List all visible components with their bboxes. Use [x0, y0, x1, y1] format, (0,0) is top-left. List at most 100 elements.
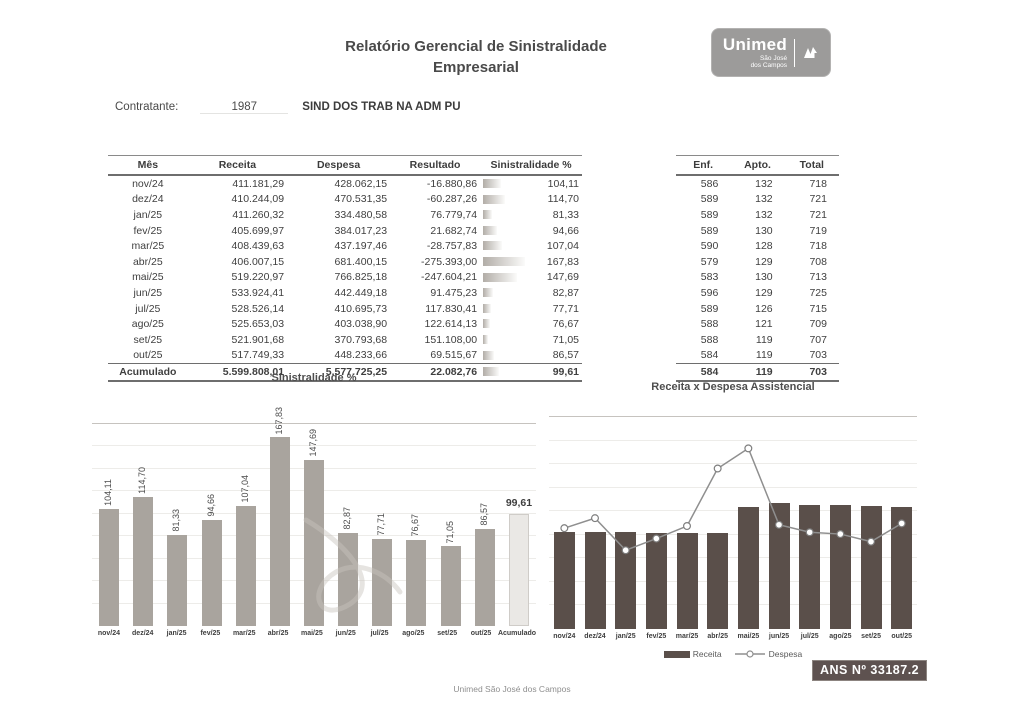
table-row: 586 132 718	[676, 175, 839, 192]
table-cell: fev/25	[133, 224, 163, 237]
table-cell: 119	[730, 363, 785, 382]
table-cell: 411.260,32	[232, 208, 285, 221]
bar-slot	[886, 417, 917, 629]
table-row: 584 119 703	[676, 348, 839, 364]
table-cell: 406.007,15	[231, 255, 285, 268]
table-cell: 721	[809, 193, 827, 206]
table-cell: 528.526,14	[231, 302, 285, 315]
table-cell: 22.082,76	[390, 363, 481, 382]
bar	[167, 534, 188, 626]
table-cell: 589	[700, 193, 719, 206]
gridline	[549, 439, 917, 441]
x-axis-label: abr/25	[707, 633, 728, 640]
table-cell: 122.614,13	[424, 318, 478, 331]
table-cell: abr/25	[132, 255, 163, 268]
bar	[372, 538, 393, 626]
bar-value-label: 94,66	[205, 493, 216, 517]
bar-slot	[794, 417, 825, 629]
table-cell: 69.515,67	[430, 349, 478, 362]
bar-slot: 167,83	[263, 404, 297, 626]
contract-name: SIND DOS TRAB NA ADM PU	[302, 101, 461, 113]
bar-value-label: 167,83	[273, 406, 284, 435]
table-cell: 719	[809, 224, 827, 237]
contract-row: Contratante: 1987 SIND DOS TRAB NA ADM PU	[115, 101, 461, 114]
x-axis-label: out/25	[470, 630, 492, 637]
table-cell: -16.880,86	[426, 177, 478, 190]
table-cell: 586	[700, 177, 719, 190]
bar	[615, 532, 637, 629]
chart-title: Sinistralidade %	[271, 372, 357, 384]
bar-slot	[672, 417, 703, 629]
bar	[508, 513, 529, 626]
table-cell: 410.695,73	[334, 302, 388, 315]
table-cell: 718	[809, 240, 827, 253]
table-cell: 579	[700, 255, 719, 268]
monthly-results-table: Mês Receita Despesa Resultado Sinistralidade…	[108, 155, 582, 382]
x-axis-label: fev/25	[646, 633, 667, 640]
table-cell: 713	[809, 271, 827, 284]
column-header: Total	[784, 155, 839, 176]
table-cell: 21.682,74	[430, 224, 478, 237]
bar-value-label: 86,57	[478, 503, 489, 526]
table-row: out/25 517.749,33 448.233,66 69.515,67 86,57	[108, 348, 582, 364]
table-cell: 99,61	[480, 363, 582, 382]
table-cell: 71,05	[480, 332, 582, 348]
footer-text: Unimed São José dos Campos	[453, 684, 571, 694]
x-axis-label: dez/24	[584, 633, 606, 640]
bar-value-label: 99,61	[505, 496, 533, 509]
bar	[133, 496, 154, 626]
bar-slot	[825, 417, 856, 629]
bar	[440, 546, 461, 626]
table-row: jan/25 411.260,32 334.480,58 76.779,74 81,33	[108, 207, 582, 223]
x-axis-label: Acumulado	[497, 630, 537, 637]
bar	[474, 528, 495, 626]
table-row: 583 130 713	[676, 270, 839, 286]
table-cell: ago/25	[131, 318, 164, 331]
table-cell: set/25	[133, 333, 163, 346]
table-cell: 86,57	[480, 348, 582, 364]
gridline	[92, 445, 536, 446]
legend-label: Despesa	[768, 649, 803, 659]
table-cell: 448.233,66	[334, 349, 388, 362]
table-cell: 408.439,63	[231, 240, 285, 253]
legend-item-receita: Receita	[663, 649, 722, 659]
x-axis-label: jun/25	[335, 630, 356, 637]
table-cell: 707	[809, 333, 827, 346]
table-cell: 709	[809, 318, 827, 331]
bar	[269, 437, 290, 626]
bar-slot	[549, 417, 580, 629]
table-total-row: Acumulado 5.599.808,01 5.577.725,25 22.082,…	[108, 363, 582, 382]
table-cell: 589	[700, 208, 719, 221]
x-axis-label: jul/25	[800, 633, 819, 640]
gridline	[92, 422, 536, 424]
bar-slot	[580, 417, 611, 629]
table-cell: mai/25	[132, 271, 164, 284]
table-cell: 384.017,23	[334, 224, 388, 237]
table-cell: 584	[676, 363, 731, 382]
x-axis-label: nov/24	[97, 630, 120, 637]
unimed-region-line2: dos Campos	[750, 61, 788, 69]
occupancy-table: Enf. Apto. Total 586 132 718 589 132 721 589 132 7…	[676, 155, 839, 382]
bar	[891, 507, 913, 629]
table-cell: 718	[809, 177, 827, 190]
sinistralidade-databar	[483, 288, 493, 298]
sinistralidade-databar	[483, 194, 505, 204]
table-cell: 470.531,35	[334, 193, 388, 206]
table-cell: 94,66	[480, 223, 582, 239]
table-row: 589 132 721	[676, 207, 839, 223]
table-row: fev/25 405.699,97 384.017,23 21.682,74 94,66	[108, 223, 582, 239]
bar-slot: 76,67	[399, 404, 433, 626]
bar-slot: 81,33	[160, 404, 194, 626]
x-axis-label: dez/24	[132, 630, 154, 637]
x-axis-label: mai/25	[300, 630, 323, 637]
bar-slot: 82,87	[331, 404, 365, 626]
bar	[406, 539, 427, 626]
gridline	[549, 580, 917, 582]
table-cell: 410.244,09	[231, 193, 285, 206]
table-cell: nov/24	[132, 177, 164, 190]
table-cell: 126	[755, 302, 773, 315]
sinistralidade-databar	[483, 272, 518, 282]
unimed-symbol-icon	[804, 47, 818, 58]
bar	[707, 533, 729, 629]
table-cell: 151.108,00	[424, 333, 478, 346]
